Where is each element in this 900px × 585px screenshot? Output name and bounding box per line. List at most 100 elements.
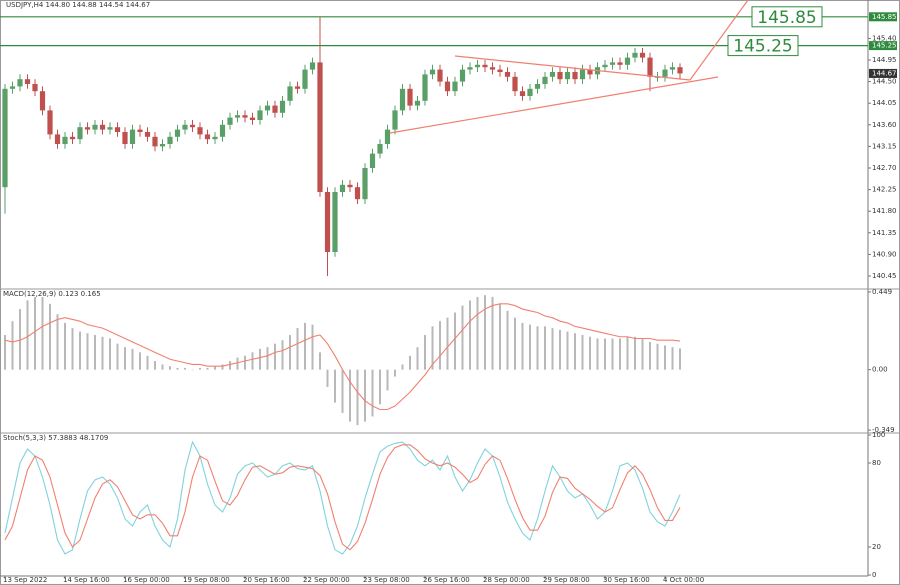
candle-body — [459, 69, 466, 82]
candle-body — [482, 64, 488, 68]
macd-bar — [559, 329, 561, 370]
candle-body — [47, 110, 53, 135]
macd-bar — [259, 348, 261, 370]
macd-bar — [206, 367, 209, 370]
candle-body — [504, 72, 511, 77]
x-tick-label: 14 Sep 16:00 — [63, 576, 110, 584]
macd-bar — [56, 314, 59, 370]
macd-bar — [424, 335, 426, 370]
macd-bar — [244, 355, 246, 370]
x-tick-label: 29 Sep 08:00 — [543, 576, 590, 584]
candle-body — [647, 57, 653, 77]
chart-title: USDJPY,H4 144.80 144.88 144.54 144.67 — [6, 1, 150, 9]
x-tick-label: 13 Sep 2022 — [3, 576, 47, 584]
candle-body — [212, 136, 218, 140]
candle-body — [159, 144, 166, 147]
macd-bar — [266, 347, 269, 370]
candle-body — [69, 136, 76, 140]
candle-body — [564, 72, 571, 80]
indicator-line — [4, 440, 681, 555]
candle-body — [399, 88, 406, 111]
macd-bar — [506, 310, 509, 370]
candle-body — [302, 69, 308, 89]
macd-bar — [656, 343, 659, 370]
candle-body — [347, 184, 353, 188]
candle-body — [587, 69, 593, 75]
macd-bar — [401, 364, 404, 370]
macd-bar — [379, 369, 381, 405]
y-tick-label: 143.60 — [872, 121, 897, 129]
candle-body — [152, 136, 158, 147]
candle-body — [17, 79, 23, 87]
macd-bar — [529, 324, 531, 370]
macd-bar — [356, 369, 359, 426]
candle-body — [227, 117, 233, 125]
candle-body — [62, 136, 68, 144]
macd-bar — [416, 347, 419, 370]
indicator-line — [4, 444, 681, 551]
candle-body — [182, 124, 188, 130]
macd-bar — [169, 366, 171, 370]
x-tick-label: 30 Sep 16:00 — [603, 576, 650, 584]
candle-body — [264, 105, 271, 111]
candle-body — [527, 88, 533, 96]
level-tag — [869, 41, 897, 51]
macd-title: MACD(12,26,9) 0.123 0.165 — [3, 290, 101, 298]
macd-bar — [521, 322, 524, 370]
level-label-box — [751, 6, 823, 28]
candle-body — [279, 100, 286, 113]
candle-body — [369, 153, 376, 168]
candle-body — [624, 57, 631, 65]
candle-body — [572, 72, 578, 80]
trendline — [389, 76, 719, 134]
candle-body — [632, 52, 638, 58]
macd-bar — [431, 326, 434, 370]
macd-bar — [304, 322, 306, 370]
candle-body — [257, 110, 263, 120]
candle-body — [167, 136, 173, 144]
macd-bar — [446, 317, 449, 370]
macd-bar — [139, 352, 141, 370]
x-tick-label: 20 Sep 16:00 — [243, 576, 290, 584]
macd-bar — [79, 331, 81, 370]
x-tick-label: 4 Oct 00:00 — [663, 576, 704, 584]
y-tick-label: 144.05 — [872, 99, 897, 107]
stoch-title: Stoch(5,3,3) 57.3883 48.1709 — [3, 434, 108, 442]
macd-bar — [461, 305, 464, 370]
candle-body — [654, 76, 661, 78]
candle-body — [542, 76, 548, 84]
macd-bar — [499, 303, 501, 370]
candle-body — [332, 192, 338, 252]
candle-body — [392, 110, 398, 130]
candle-body — [9, 86, 16, 89]
macd-bar — [49, 303, 51, 370]
candle-body — [324, 192, 331, 252]
macd-bar — [469, 300, 471, 370]
candle-body — [467, 67, 473, 70]
y-tick-label: 144.95 — [872, 56, 897, 64]
macd-bar — [611, 338, 614, 370]
y-tick-label: 142.70 — [872, 164, 897, 172]
macd-bar — [364, 369, 366, 422]
candle-body — [407, 88, 413, 106]
macd-bar — [146, 355, 149, 370]
macd-bar — [71, 328, 74, 370]
candle-body — [219, 124, 226, 137]
macd-bar — [626, 336, 629, 370]
candle-body — [272, 105, 278, 113]
macd-bar — [26, 300, 29, 370]
macd-bar — [236, 357, 239, 370]
candle-body — [92, 124, 98, 130]
macd-bar — [199, 367, 201, 370]
macd-bar — [184, 367, 186, 370]
x-tick-label: 28 Sep 00:00 — [483, 576, 530, 584]
macd-bar — [251, 352, 254, 370]
candle-body — [557, 72, 563, 80]
candle-body — [384, 129, 391, 144]
x-tick-label: 22 Sep 00:00 — [303, 576, 350, 584]
y-tick-label: 100 — [872, 431, 885, 439]
candle-body — [24, 79, 31, 84]
candle-body — [84, 127, 91, 130]
candle-body — [99, 124, 106, 130]
candle-body — [519, 91, 526, 96]
